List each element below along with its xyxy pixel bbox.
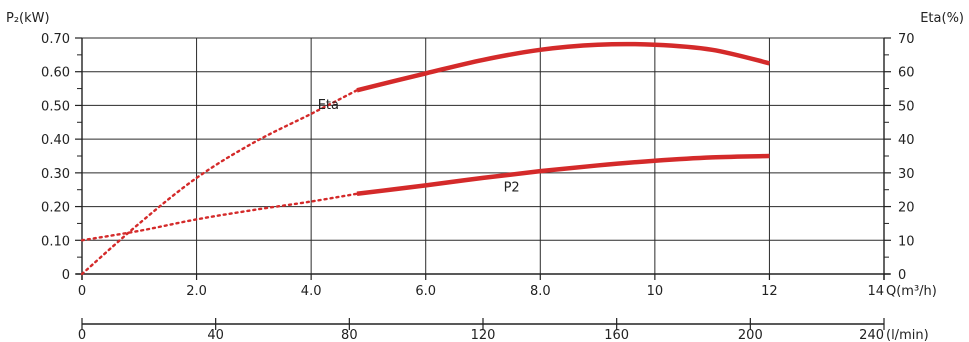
x-tick-label: 2.0 [186, 284, 207, 299]
left-tick-label: 0.30 [41, 167, 70, 182]
secondary-x-tick-label: 0 [78, 328, 86, 342]
left-tick-label: 0 [62, 268, 70, 283]
x-axis-title: Q(m³/h) [886, 284, 937, 299]
secondary-x-tick-label: 40 [207, 328, 224, 342]
left-tick-label: 0.10 [41, 234, 70, 249]
right-tick-label: 60 [898, 66, 915, 81]
right-tick-label: 0 [898, 268, 906, 283]
right-tick-label: 70 [898, 32, 915, 47]
left-tick-label: 0.40 [41, 133, 70, 148]
right-axis-title: Eta(%) [920, 11, 964, 26]
right-tick-label: 50 [898, 99, 915, 114]
right-tick-label: 20 [898, 201, 915, 216]
right-tick-label: 30 [898, 167, 915, 182]
x-tick-label: 4.0 [301, 284, 322, 299]
left-tick-label: 0.20 [41, 201, 70, 216]
x-tick-label: 6.0 [415, 284, 436, 299]
series-p2-dotted-line [80, 192, 359, 242]
x-tick-label: 8.0 [530, 284, 551, 299]
series-eta-label: Eta [318, 98, 339, 113]
series-eta-solid-line [356, 41, 770, 93]
left-tick-label: 0.60 [41, 66, 70, 81]
secondary-x-tick-label: 240 [859, 328, 884, 342]
secondary-x-axis-title: (l/min) [886, 328, 929, 342]
x-tick-label: 12 [761, 284, 778, 299]
secondary-x-tick-label: 80 [341, 328, 358, 342]
series-p2-label: P2 [504, 180, 520, 195]
x-tick-label: 10 [647, 284, 664, 299]
x-tick-label: 0 [78, 284, 86, 299]
right-tick-label: 10 [898, 234, 915, 249]
left-tick-label: 0.50 [41, 99, 70, 114]
series-p2-solid-line [356, 153, 770, 196]
left-tick-label: 0.70 [41, 32, 70, 47]
x-tick-label: 14 [867, 284, 884, 299]
secondary-x-tick-label: 120 [471, 328, 496, 342]
secondary-x-tick-label: 160 [604, 328, 629, 342]
left-axis-title: P₂(kW) [6, 11, 50, 26]
right-tick-label: 40 [898, 133, 915, 148]
secondary-x-tick-label: 200 [738, 328, 763, 342]
series-eta-dotted-line [80, 89, 359, 276]
